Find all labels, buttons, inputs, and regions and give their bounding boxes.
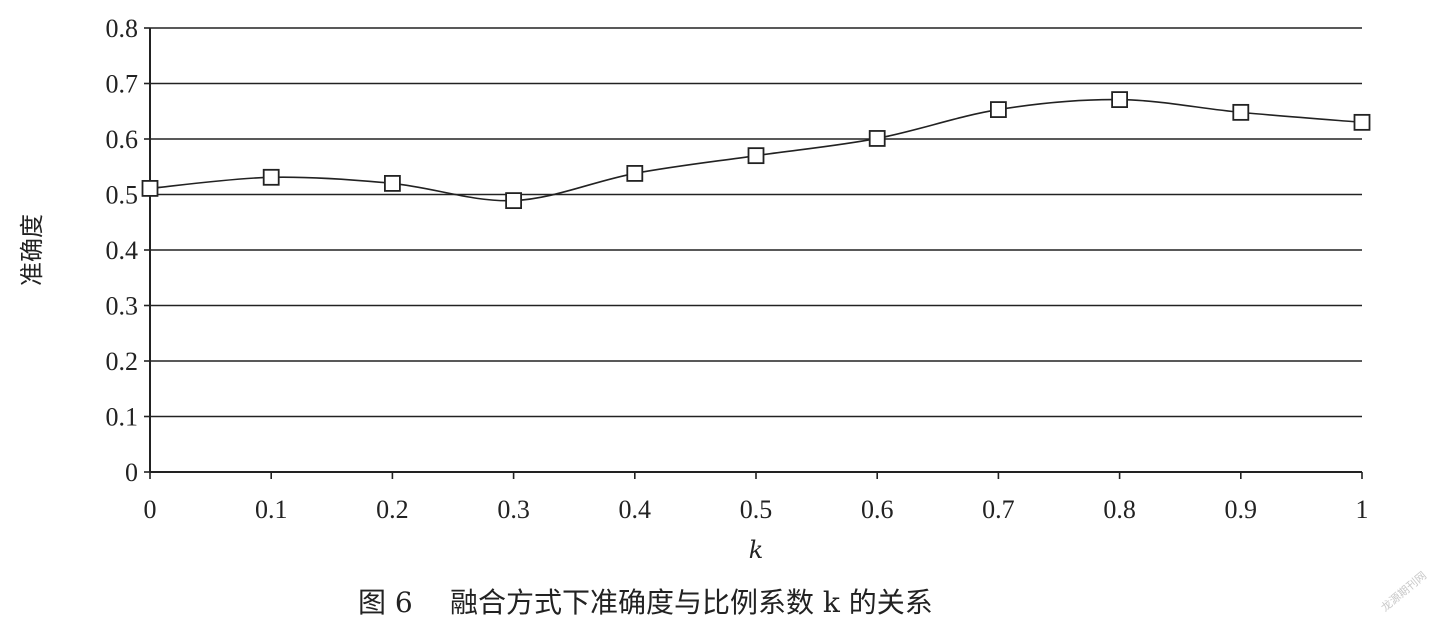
y-tick-label: 0.1	[106, 403, 139, 432]
x-tick-label: 0.8	[1103, 495, 1136, 524]
y-tick-label: 0.6	[106, 125, 139, 154]
data-point-marker	[141, 179, 159, 197]
y-tick-label: 0.8	[106, 14, 139, 43]
x-tick-label: 0	[144, 495, 157, 524]
data-markers	[141, 91, 1371, 210]
data-point-marker	[1232, 103, 1250, 121]
x-tick-label: 0.2	[376, 495, 409, 524]
data-point-marker	[747, 147, 765, 165]
data-point-marker	[868, 130, 886, 147]
y-tick-label: 0.5	[106, 181, 139, 210]
data-point-marker	[505, 192, 523, 210]
x-tick-label: 0.5	[740, 495, 773, 524]
data-point-marker	[1111, 91, 1128, 108]
x-tick-label: 0.4	[619, 495, 652, 524]
data-point-marker	[262, 168, 280, 186]
grid-lines	[150, 27, 1362, 418]
data-point-marker	[626, 165, 644, 182]
y-axis-title: 准确度	[18, 214, 46, 286]
x-tick-label: 0.1	[255, 495, 288, 524]
x-tick-label: 1	[1356, 495, 1369, 524]
x-tick-label: 0.7	[982, 495, 1015, 524]
watermark: 龙源期刊网	[1378, 568, 1429, 614]
y-tick-label: 0	[125, 458, 138, 487]
y-ticks: 0 0.1 0.2 0.3 0.4 0.5 0.6 0.7 0.8	[106, 14, 150, 487]
series-group	[141, 91, 1371, 210]
y-tick-label: 0.4	[106, 236, 139, 265]
figure-caption-label: 图 6	[358, 586, 413, 619]
y-tick-label: 0.7	[106, 70, 139, 99]
x-tick-label: 0.9	[1225, 495, 1258, 524]
data-point-marker	[383, 174, 401, 192]
x-ticks: 0 0.1 0.2 0.3 0.4 0.5 0.6 0.7 0.8 0.9 1	[144, 472, 1369, 524]
x-tick-label: 0.6	[861, 495, 894, 524]
data-point-marker	[1353, 113, 1371, 131]
y-tick-label: 0.2	[106, 347, 139, 376]
figure-caption-text: 融合方式下准确度与比例系数 k 的关系	[450, 586, 933, 619]
data-point-marker	[990, 101, 1007, 118]
y-tick-label: 0.3	[106, 292, 139, 321]
x-axis-title: k	[749, 536, 764, 564]
x-tick-label: 0.3	[497, 495, 530, 524]
